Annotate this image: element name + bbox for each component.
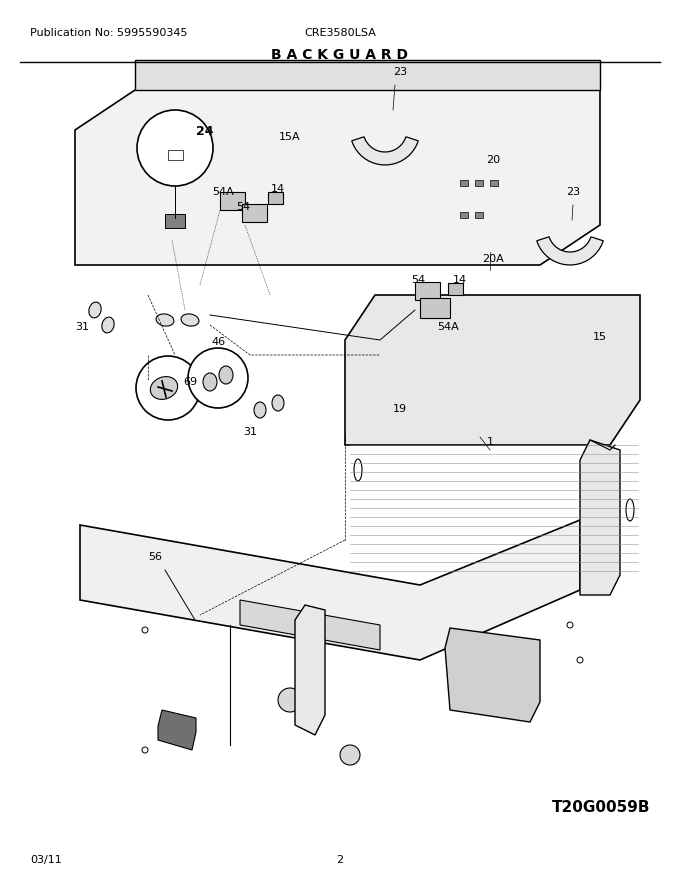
Text: 54: 54	[236, 202, 250, 212]
Circle shape	[188, 348, 248, 408]
Text: 56: 56	[148, 552, 162, 562]
Text: 24: 24	[197, 125, 214, 138]
Bar	[420, 298, 450, 318]
Text: 20: 20	[486, 155, 500, 165]
Text: 19: 19	[393, 404, 407, 414]
Text: 46: 46	[211, 337, 225, 347]
Text: CRE3580LSA: CRE3580LSA	[304, 28, 376, 38]
Bar	[475, 180, 483, 186]
Text: 23: 23	[393, 67, 407, 77]
Ellipse shape	[219, 366, 233, 384]
Ellipse shape	[150, 377, 177, 400]
Text: B A C K G U A R D: B A C K G U A R D	[271, 48, 409, 62]
Bar	[242, 204, 267, 222]
Polygon shape	[345, 295, 640, 445]
Bar	[220, 192, 245, 210]
Circle shape	[340, 745, 360, 765]
Bar	[475, 212, 483, 218]
Text: 20A: 20A	[482, 254, 504, 264]
Polygon shape	[75, 90, 600, 265]
Circle shape	[577, 657, 583, 663]
Bar	[415, 282, 440, 300]
Polygon shape	[352, 136, 418, 165]
Ellipse shape	[626, 499, 634, 521]
Bar	[168, 150, 183, 160]
Ellipse shape	[272, 395, 284, 411]
Text: 31: 31	[75, 322, 89, 332]
Ellipse shape	[354, 459, 362, 481]
Polygon shape	[80, 520, 580, 660]
Text: 54: 54	[411, 275, 425, 285]
Text: 14: 14	[453, 275, 467, 285]
Polygon shape	[158, 710, 196, 750]
Text: 54A: 54A	[212, 187, 234, 197]
Text: 03/11: 03/11	[30, 855, 62, 865]
Text: 2: 2	[337, 855, 343, 865]
Polygon shape	[580, 440, 620, 595]
Ellipse shape	[203, 373, 217, 391]
Text: 1: 1	[486, 437, 494, 447]
Text: 31: 31	[243, 427, 257, 437]
Circle shape	[142, 627, 148, 633]
Ellipse shape	[254, 402, 266, 418]
Polygon shape	[240, 600, 380, 650]
Polygon shape	[537, 237, 603, 265]
Bar	[268, 192, 283, 204]
Text: 14: 14	[271, 184, 285, 194]
Text: Publication No: 5995590345: Publication No: 5995590345	[30, 28, 188, 38]
Bar	[448, 283, 463, 295]
Polygon shape	[135, 60, 600, 90]
Text: 15A: 15A	[279, 132, 301, 142]
Text: 54A: 54A	[437, 322, 459, 332]
Circle shape	[137, 110, 213, 186]
Ellipse shape	[181, 314, 199, 326]
Circle shape	[567, 622, 573, 628]
Circle shape	[136, 356, 200, 420]
Text: T20G0059B: T20G0059B	[551, 800, 650, 815]
Polygon shape	[295, 605, 325, 735]
Ellipse shape	[89, 302, 101, 318]
Bar	[460, 212, 468, 218]
Ellipse shape	[102, 317, 114, 333]
Text: 23: 23	[566, 187, 580, 197]
Circle shape	[278, 688, 302, 712]
Bar	[460, 180, 468, 186]
Text: 15: 15	[593, 332, 607, 342]
Text: 69: 69	[183, 377, 197, 387]
Bar	[165, 214, 185, 228]
Circle shape	[142, 747, 148, 753]
Ellipse shape	[156, 314, 174, 326]
Polygon shape	[445, 628, 540, 722]
Bar	[490, 180, 498, 186]
